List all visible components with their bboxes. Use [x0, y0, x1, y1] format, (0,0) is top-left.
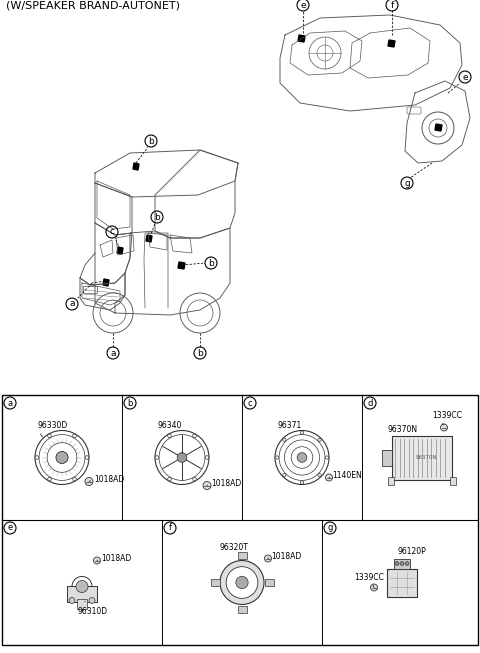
Circle shape: [35, 456, 39, 459]
Text: 96340: 96340: [157, 421, 181, 430]
Text: 1018AD: 1018AD: [271, 552, 301, 561]
FancyBboxPatch shape: [77, 599, 87, 609]
Circle shape: [226, 567, 258, 598]
Circle shape: [168, 434, 171, 438]
Circle shape: [85, 456, 89, 459]
Circle shape: [325, 474, 333, 481]
Circle shape: [48, 477, 51, 481]
Text: f: f: [168, 524, 171, 532]
Circle shape: [177, 453, 187, 462]
Polygon shape: [388, 40, 395, 47]
Circle shape: [192, 477, 196, 481]
Circle shape: [297, 453, 307, 462]
Circle shape: [318, 438, 321, 441]
Text: 96370N: 96370N: [387, 424, 417, 434]
Text: b: b: [197, 349, 203, 357]
Circle shape: [395, 562, 399, 565]
Circle shape: [441, 424, 447, 431]
Circle shape: [72, 477, 76, 481]
Circle shape: [72, 434, 76, 438]
Circle shape: [85, 477, 93, 485]
Text: 1018AD: 1018AD: [101, 554, 131, 563]
Polygon shape: [103, 279, 109, 286]
Circle shape: [283, 473, 286, 477]
Polygon shape: [298, 35, 305, 42]
Polygon shape: [178, 262, 185, 269]
Text: 96310D: 96310D: [77, 607, 107, 616]
FancyBboxPatch shape: [238, 606, 247, 613]
Polygon shape: [133, 163, 139, 170]
Circle shape: [89, 597, 95, 603]
Text: a: a: [7, 398, 12, 407]
Text: c: c: [109, 227, 115, 236]
FancyBboxPatch shape: [450, 477, 456, 485]
Circle shape: [236, 577, 248, 588]
FancyBboxPatch shape: [238, 552, 247, 559]
FancyBboxPatch shape: [392, 436, 452, 479]
Circle shape: [76, 581, 88, 592]
FancyBboxPatch shape: [67, 586, 97, 601]
Text: e: e: [462, 72, 468, 82]
Text: a: a: [110, 349, 116, 357]
Polygon shape: [117, 247, 123, 254]
Circle shape: [318, 473, 321, 477]
Text: e: e: [7, 524, 12, 532]
Circle shape: [192, 434, 196, 438]
FancyBboxPatch shape: [211, 579, 219, 586]
Text: f: f: [390, 1, 394, 10]
Text: 96371: 96371: [277, 421, 301, 430]
Circle shape: [155, 456, 159, 459]
Text: 96330D: 96330D: [37, 421, 67, 430]
Circle shape: [264, 555, 272, 562]
Circle shape: [48, 434, 51, 438]
FancyBboxPatch shape: [388, 477, 394, 485]
Circle shape: [283, 438, 286, 441]
Polygon shape: [435, 124, 442, 131]
Text: d: d: [367, 398, 372, 407]
FancyBboxPatch shape: [382, 449, 392, 466]
Text: b: b: [208, 259, 214, 268]
Text: g: g: [404, 178, 410, 187]
Circle shape: [300, 431, 304, 434]
Text: 1018AD: 1018AD: [94, 475, 124, 484]
Circle shape: [203, 481, 211, 490]
Circle shape: [371, 584, 377, 591]
Circle shape: [168, 477, 171, 481]
Text: (W/SPEAKER BRAND-AUTONET): (W/SPEAKER BRAND-AUTONET): [6, 0, 180, 10]
Circle shape: [94, 557, 100, 564]
Text: b: b: [127, 398, 132, 407]
Text: a: a: [69, 300, 75, 308]
Circle shape: [69, 597, 75, 603]
Text: b: b: [148, 136, 154, 146]
Circle shape: [220, 560, 264, 605]
Circle shape: [325, 456, 329, 459]
Polygon shape: [146, 235, 152, 242]
Text: g: g: [327, 524, 333, 532]
Text: 96120P: 96120P: [397, 547, 426, 556]
FancyBboxPatch shape: [387, 569, 417, 596]
Circle shape: [276, 456, 278, 459]
Text: 1339CC: 1339CC: [354, 573, 384, 582]
Circle shape: [400, 562, 404, 565]
Text: 1018AD: 1018AD: [211, 479, 241, 488]
Text: c: c: [248, 398, 252, 407]
Circle shape: [205, 456, 209, 459]
Circle shape: [56, 452, 68, 464]
Text: 96370N: 96370N: [415, 455, 437, 460]
Text: 1339CC: 1339CC: [432, 411, 462, 419]
Text: e: e: [300, 1, 306, 10]
FancyBboxPatch shape: [264, 579, 274, 586]
FancyBboxPatch shape: [394, 558, 410, 569]
Text: b: b: [154, 212, 160, 221]
Text: 96320T: 96320T: [220, 543, 249, 552]
Circle shape: [405, 562, 409, 565]
Circle shape: [300, 481, 304, 484]
Text: 1140EN: 1140EN: [332, 471, 362, 480]
